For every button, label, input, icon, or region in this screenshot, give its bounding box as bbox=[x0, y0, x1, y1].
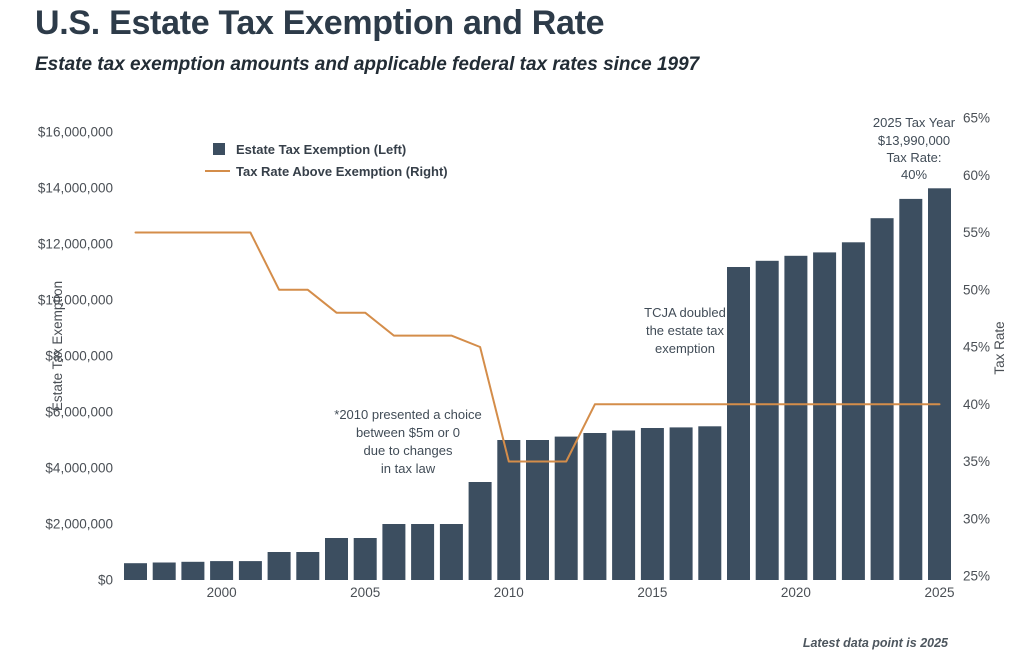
annotation-2025-line4: 40% bbox=[901, 167, 927, 182]
right-axis-tick-40%: 40% bbox=[963, 397, 990, 412]
bar-1998 bbox=[152, 562, 176, 580]
tax-rate-line-series bbox=[134, 231, 941, 463]
right-axis-tick-50%: 50% bbox=[963, 282, 990, 297]
exemption-bars-series bbox=[124, 188, 951, 581]
right-axis-tick-55%: 55% bbox=[963, 225, 990, 240]
annotation-2025-latest: 2025 Tax Year $13,990,000 Tax Rate: 40% bbox=[873, 115, 956, 182]
x-axis-tick-labels: 2000 2005 2010 2015 2020 2025 bbox=[207, 585, 955, 600]
page-title: U.S. Estate Tax Exemption and Rate bbox=[35, 4, 605, 42]
left-axis-tick-$8,000,000: $8,000,000 bbox=[45, 349, 113, 364]
footer-note: Latest data point is 2025 bbox=[803, 636, 949, 650]
left-axis-tick-$10,000,000: $10,000,000 bbox=[38, 293, 113, 308]
bar-2018 bbox=[727, 267, 750, 580]
left-axis-tick-$14,000,000: $14,000,000 bbox=[38, 181, 113, 196]
right-axis-tick-65%: 65% bbox=[963, 111, 990, 126]
left-axis-tick-$0: $0 bbox=[98, 573, 113, 588]
right-axis-tick-25%: 25% bbox=[963, 569, 990, 584]
annotation-2010-line3: due to changes bbox=[364, 443, 453, 458]
bar-2024 bbox=[899, 198, 923, 580]
bar-2016 bbox=[669, 427, 693, 580]
annotation-tcja: TCJA doubled the estate tax exemption bbox=[644, 305, 726, 356]
right-axis-tick-35%: 35% bbox=[963, 454, 990, 469]
bar-2014 bbox=[612, 430, 636, 580]
bar-2003 bbox=[296, 552, 320, 580]
left-axis-title: Estate Tax Exemption bbox=[50, 281, 65, 411]
right-axis-tick-45%: 45% bbox=[963, 340, 990, 355]
annotation-tcja-line1: TCJA doubled bbox=[644, 305, 726, 320]
left-axis-tick-$12,000,000: $12,000,000 bbox=[38, 237, 113, 252]
x-axis-tick-2000: 2000 bbox=[207, 585, 237, 600]
annotation-2010-line2: between $5m or 0 bbox=[356, 425, 460, 440]
bar-1997 bbox=[124, 563, 147, 580]
bar-2002 bbox=[267, 552, 291, 580]
bar-2011 bbox=[526, 440, 549, 580]
annotation-tcja-line2: the estate tax bbox=[646, 323, 725, 338]
annotation-2025-line2: $13,990,000 bbox=[878, 133, 950, 148]
bar-2012 bbox=[554, 436, 578, 580]
annotation-2010-line4: in tax law bbox=[381, 461, 436, 476]
bar-2008 bbox=[439, 524, 463, 580]
bar-2009 bbox=[468, 482, 492, 580]
annotation-2025-line1: 2025 Tax Year bbox=[873, 115, 956, 130]
bar-2013 bbox=[583, 433, 607, 580]
legend-bar-swatch bbox=[213, 143, 225, 155]
left-axis-tick-$16,000,000: $16,000,000 bbox=[38, 125, 113, 140]
annotation-2010-line1: *2010 presented a choice bbox=[334, 407, 481, 422]
bar-2010 bbox=[497, 440, 521, 580]
page-subtitle: Estate tax exemption amounts and applica… bbox=[35, 54, 700, 75]
right-axis-tick-60%: 60% bbox=[963, 168, 990, 183]
legend: Estate Tax Exemption (Left) Tax Rate Abo… bbox=[205, 142, 448, 179]
left-axis-tick-labels: $16,000,000 $14,000,000 $12,000,000 $10,000… bbox=[38, 125, 113, 588]
left-axis-tick-$2,000,000: $2,000,000 bbox=[45, 517, 113, 532]
bar-2025 bbox=[928, 188, 951, 581]
x-axis-tick-2025: 2025 bbox=[924, 585, 954, 600]
legend-label-exemption: Estate Tax Exemption (Left) bbox=[236, 142, 406, 157]
bar-2000 bbox=[210, 561, 234, 580]
bar-1999 bbox=[181, 561, 205, 580]
legend-label-tax-rate: Tax Rate Above Exemption (Right) bbox=[236, 164, 448, 179]
x-axis-tick-2020: 2020 bbox=[781, 585, 811, 600]
x-axis-tick-2005: 2005 bbox=[350, 585, 380, 600]
left-axis-tick-$4,000,000: $4,000,000 bbox=[45, 461, 113, 476]
bar-2021 bbox=[813, 252, 837, 580]
bar-2015 bbox=[640, 428, 664, 580]
x-axis-tick-2010: 2010 bbox=[494, 585, 524, 600]
right-axis-tick-labels: 65% 60% 55% 50% 45% 40% 35% 30% 25% bbox=[963, 111, 990, 584]
bar-2004 bbox=[325, 538, 348, 580]
bar-2007 bbox=[411, 524, 435, 580]
bar-2020 bbox=[784, 255, 808, 581]
bar-2023 bbox=[870, 218, 894, 580]
tax-rate-line bbox=[134, 231, 941, 463]
bar-2017 bbox=[698, 426, 722, 580]
bar-2019 bbox=[755, 260, 779, 580]
bar-2005 bbox=[353, 538, 377, 580]
right-axis-title: Tax Rate bbox=[992, 321, 1007, 374]
right-axis-tick-30%: 30% bbox=[963, 511, 990, 526]
bar-2006 bbox=[382, 524, 406, 580]
annotation-tcja-line3: exemption bbox=[655, 341, 715, 356]
bar-2001 bbox=[238, 561, 262, 580]
x-axis-tick-2015: 2015 bbox=[637, 585, 667, 600]
left-axis-tick-$6,000,000: $6,000,000 bbox=[45, 405, 113, 420]
annotation-2010-choice: *2010 presented a choice between $5m or … bbox=[334, 407, 481, 476]
bar-2022 bbox=[841, 242, 865, 581]
annotation-2025-line3: Tax Rate: bbox=[887, 150, 942, 165]
